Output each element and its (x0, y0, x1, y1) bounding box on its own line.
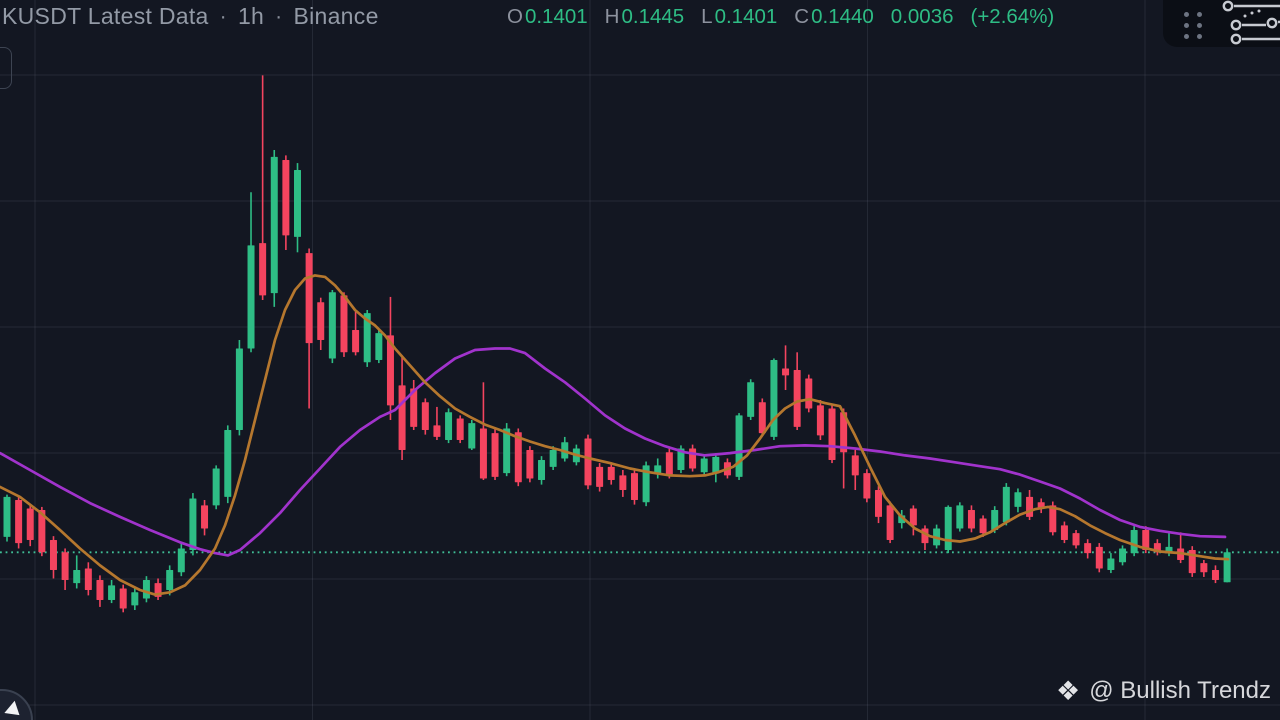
ohlc-legend: O0.1401 H0.1445 L0.1401 C0.1440 0.0036 (… (507, 5, 1054, 29)
symbol-name: KUSDT Latest Data (2, 3, 209, 29)
drag-handle-icon[interactable] (1184, 12, 1202, 39)
exchange-label: Binance (293, 3, 379, 29)
moving-average-lines (0, 274, 1230, 596)
separator-dot: · (275, 4, 283, 28)
high-value: H0.1445 (604, 5, 685, 28)
arrow-icon (4, 700, 25, 720)
low-value: L0.1401 (701, 5, 778, 28)
separator-dot: · (219, 4, 227, 28)
open-value: O0.1401 (507, 5, 588, 28)
watermark-text: @ Bullish Trendz (1089, 677, 1271, 704)
binance-logo-icon: ❖ (1056, 675, 1081, 706)
symbol-title[interactable]: KUSDT Latest Data · 1h · Binance (2, 3, 379, 30)
change-percent: (+2.64%) (970, 5, 1055, 28)
close-value: C0.1440 (794, 5, 874, 28)
floating-toolbar (1163, 0, 1280, 47)
watermark: ❖ @ Bullish Trendz (1056, 677, 1271, 705)
timeframe-label: 1h (237, 3, 265, 29)
indicator-lines-icon[interactable] (1219, 0, 1280, 47)
left-edge-button[interactable] (0, 47, 12, 89)
candlestick-series (3, 75, 1231, 613)
change-value: 0.0036 (890, 5, 954, 28)
